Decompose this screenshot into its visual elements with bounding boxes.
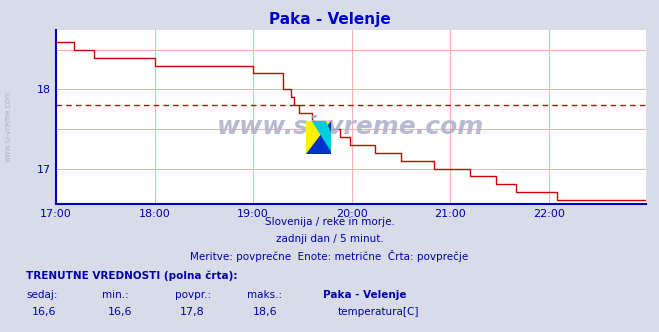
Polygon shape <box>306 121 331 154</box>
Text: www.si-vreme.com: www.si-vreme.com <box>217 116 484 139</box>
Polygon shape <box>312 121 331 151</box>
Text: temperatura[C]: temperatura[C] <box>338 307 420 317</box>
Text: 16,6: 16,6 <box>107 307 132 317</box>
Text: maks.:: maks.: <box>247 290 282 300</box>
Text: sedaj:: sedaj: <box>26 290 58 300</box>
Text: TRENUTNE VREDNOSTI (polna črta):: TRENUTNE VREDNOSTI (polna črta): <box>26 271 238 281</box>
Text: Meritve: povprečne  Enote: metrične  Črta: povprečje: Meritve: povprečne Enote: metrične Črta:… <box>190 250 469 262</box>
Text: povpr.:: povpr.: <box>175 290 211 300</box>
Polygon shape <box>306 121 331 154</box>
Text: Paka - Velenje: Paka - Velenje <box>323 290 407 300</box>
Text: Paka - Velenje: Paka - Velenje <box>269 12 390 27</box>
Text: 18,6: 18,6 <box>252 307 277 317</box>
Text: www.si-vreme.com: www.si-vreme.com <box>3 90 13 162</box>
Text: Slovenija / reke in morje.: Slovenija / reke in morje. <box>264 217 395 227</box>
Text: 16,6: 16,6 <box>32 307 56 317</box>
Text: min.:: min.: <box>102 290 129 300</box>
Text: 17,8: 17,8 <box>180 307 205 317</box>
Text: zadnji dan / 5 minut.: zadnji dan / 5 minut. <box>275 234 384 244</box>
